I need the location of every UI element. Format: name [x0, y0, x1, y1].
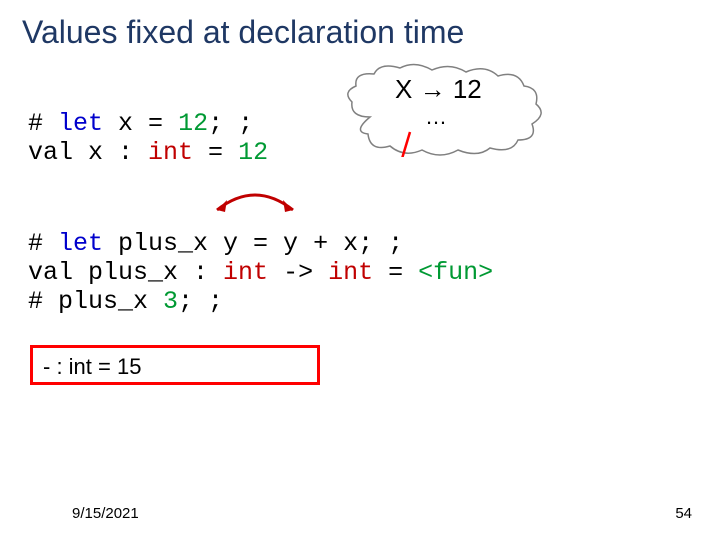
plusx-body: y = y + x; ; — [208, 229, 403, 258]
slide-title: Values fixed at declaration time — [22, 14, 464, 51]
call-plusx: plus_x — [58, 287, 148, 316]
result-box: - : int = 15 — [30, 345, 320, 385]
arrow-icon: → — [420, 74, 446, 104]
semi2: ; ; — [178, 287, 223, 316]
hash3: # — [28, 287, 58, 316]
int-type: int — [148, 138, 193, 167]
int-type-3: int — [328, 258, 373, 287]
arrow-ty: -> — [268, 258, 328, 287]
semi: ; ; — [208, 109, 253, 138]
let-keyword: let — [58, 109, 118, 138]
footer-page: 54 — [675, 505, 692, 522]
var-x: x — [118, 109, 133, 138]
code-block-1: # let x = 12; ; val x : int = 12 — [28, 80, 268, 167]
let-keyword-2: let — [58, 229, 118, 258]
hash: # — [28, 109, 58, 138]
cloud-dots: … — [425, 104, 447, 130]
val-line2-pre: val plus_x : — [28, 258, 223, 287]
code-block-2: # let plus_x y = y + x; ; val plus_x : i… — [28, 200, 493, 316]
eq: = — [133, 109, 178, 138]
eq3: = — [373, 258, 418, 287]
arg-3: 3 — [148, 287, 178, 316]
hash2: # — [28, 229, 58, 258]
fun-literal: <fun> — [418, 258, 493, 287]
footer-date: 9/15/2021 — [72, 505, 139, 522]
literal-12: 12 — [178, 109, 208, 138]
literal-12b: 12 — [238, 138, 268, 167]
val-line-pre: val x : — [28, 138, 148, 167]
cloud-value: 12 — [453, 74, 482, 104]
eq2: = — [193, 138, 238, 167]
cloud-var: X — [395, 74, 412, 104]
int-type-2: int — [223, 258, 268, 287]
cloud-text: X → 12 — [395, 74, 482, 105]
plusx: plus_x — [118, 229, 208, 258]
